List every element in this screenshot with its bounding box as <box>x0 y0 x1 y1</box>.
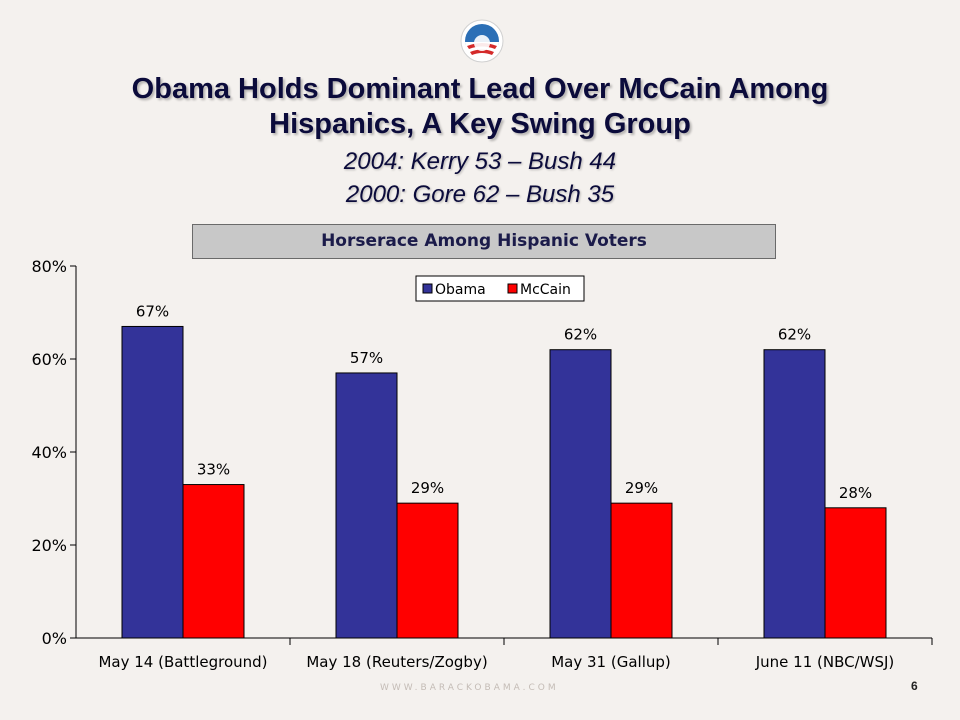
legend-swatch-mccain <box>507 283 518 294</box>
x-tick-label: June 11 (NBC/WSJ) <box>755 653 895 671</box>
bar-obama <box>335 372 398 639</box>
y-tick-label: 20% <box>31 536 67 555</box>
obama-logo <box>460 19 504 63</box>
y-tick-label: 60% <box>31 350 67 369</box>
bar-obama <box>549 349 612 639</box>
legend <box>415 275 585 302</box>
data-label: 67% <box>136 302 169 320</box>
bar-mccain <box>182 484 245 639</box>
title-line-1: Obama Holds Dominant Lead Over McCain Am… <box>131 73 829 105</box>
x-tick-label: May 31 (Gallup) <box>551 653 671 671</box>
bar-mccain <box>396 502 459 639</box>
data-label: 28% <box>839 484 872 502</box>
title-line-2: Hispanics, A Key Swing Group <box>269 108 691 140</box>
legend-label-mccain: McCain <box>520 282 571 298</box>
bar-mccain <box>824 507 887 639</box>
bar-obama <box>763 349 826 639</box>
subtitle-2000: 2000: Gore 62 – Bush 35 <box>345 181 615 208</box>
page-number: 6 <box>911 679 918 693</box>
footer-url: WWW.BARACKOBAMA.COM <box>380 683 559 693</box>
x-tick-label: May 18 (Reuters/Zogby) <box>306 653 487 671</box>
y-tick-label: 0% <box>42 629 67 648</box>
legend-label-obama: Obama <box>435 282 486 298</box>
data-label: 62% <box>778 326 811 344</box>
data-label: 33% <box>197 461 230 479</box>
legend-swatch-obama <box>422 283 433 294</box>
slide-title: Obama Holds Dominant Lead Over McCain Am… <box>0 72 960 142</box>
y-tick-label: 80% <box>31 257 67 276</box>
bar-obama <box>121 325 184 639</box>
data-label: 29% <box>411 479 444 497</box>
bar-mccain <box>610 502 673 639</box>
y-tick-label: 40% <box>31 443 67 462</box>
x-tick-label: May 14 (Battleground) <box>98 653 267 671</box>
subtitle-2004: 2004: Kerry 53 – Bush 44 <box>343 148 617 175</box>
data-label: 29% <box>625 479 658 497</box>
data-label: 62% <box>564 326 597 344</box>
data-label: 57% <box>350 349 383 367</box>
chart-title: Horserace Among Hispanic Voters <box>192 224 776 259</box>
